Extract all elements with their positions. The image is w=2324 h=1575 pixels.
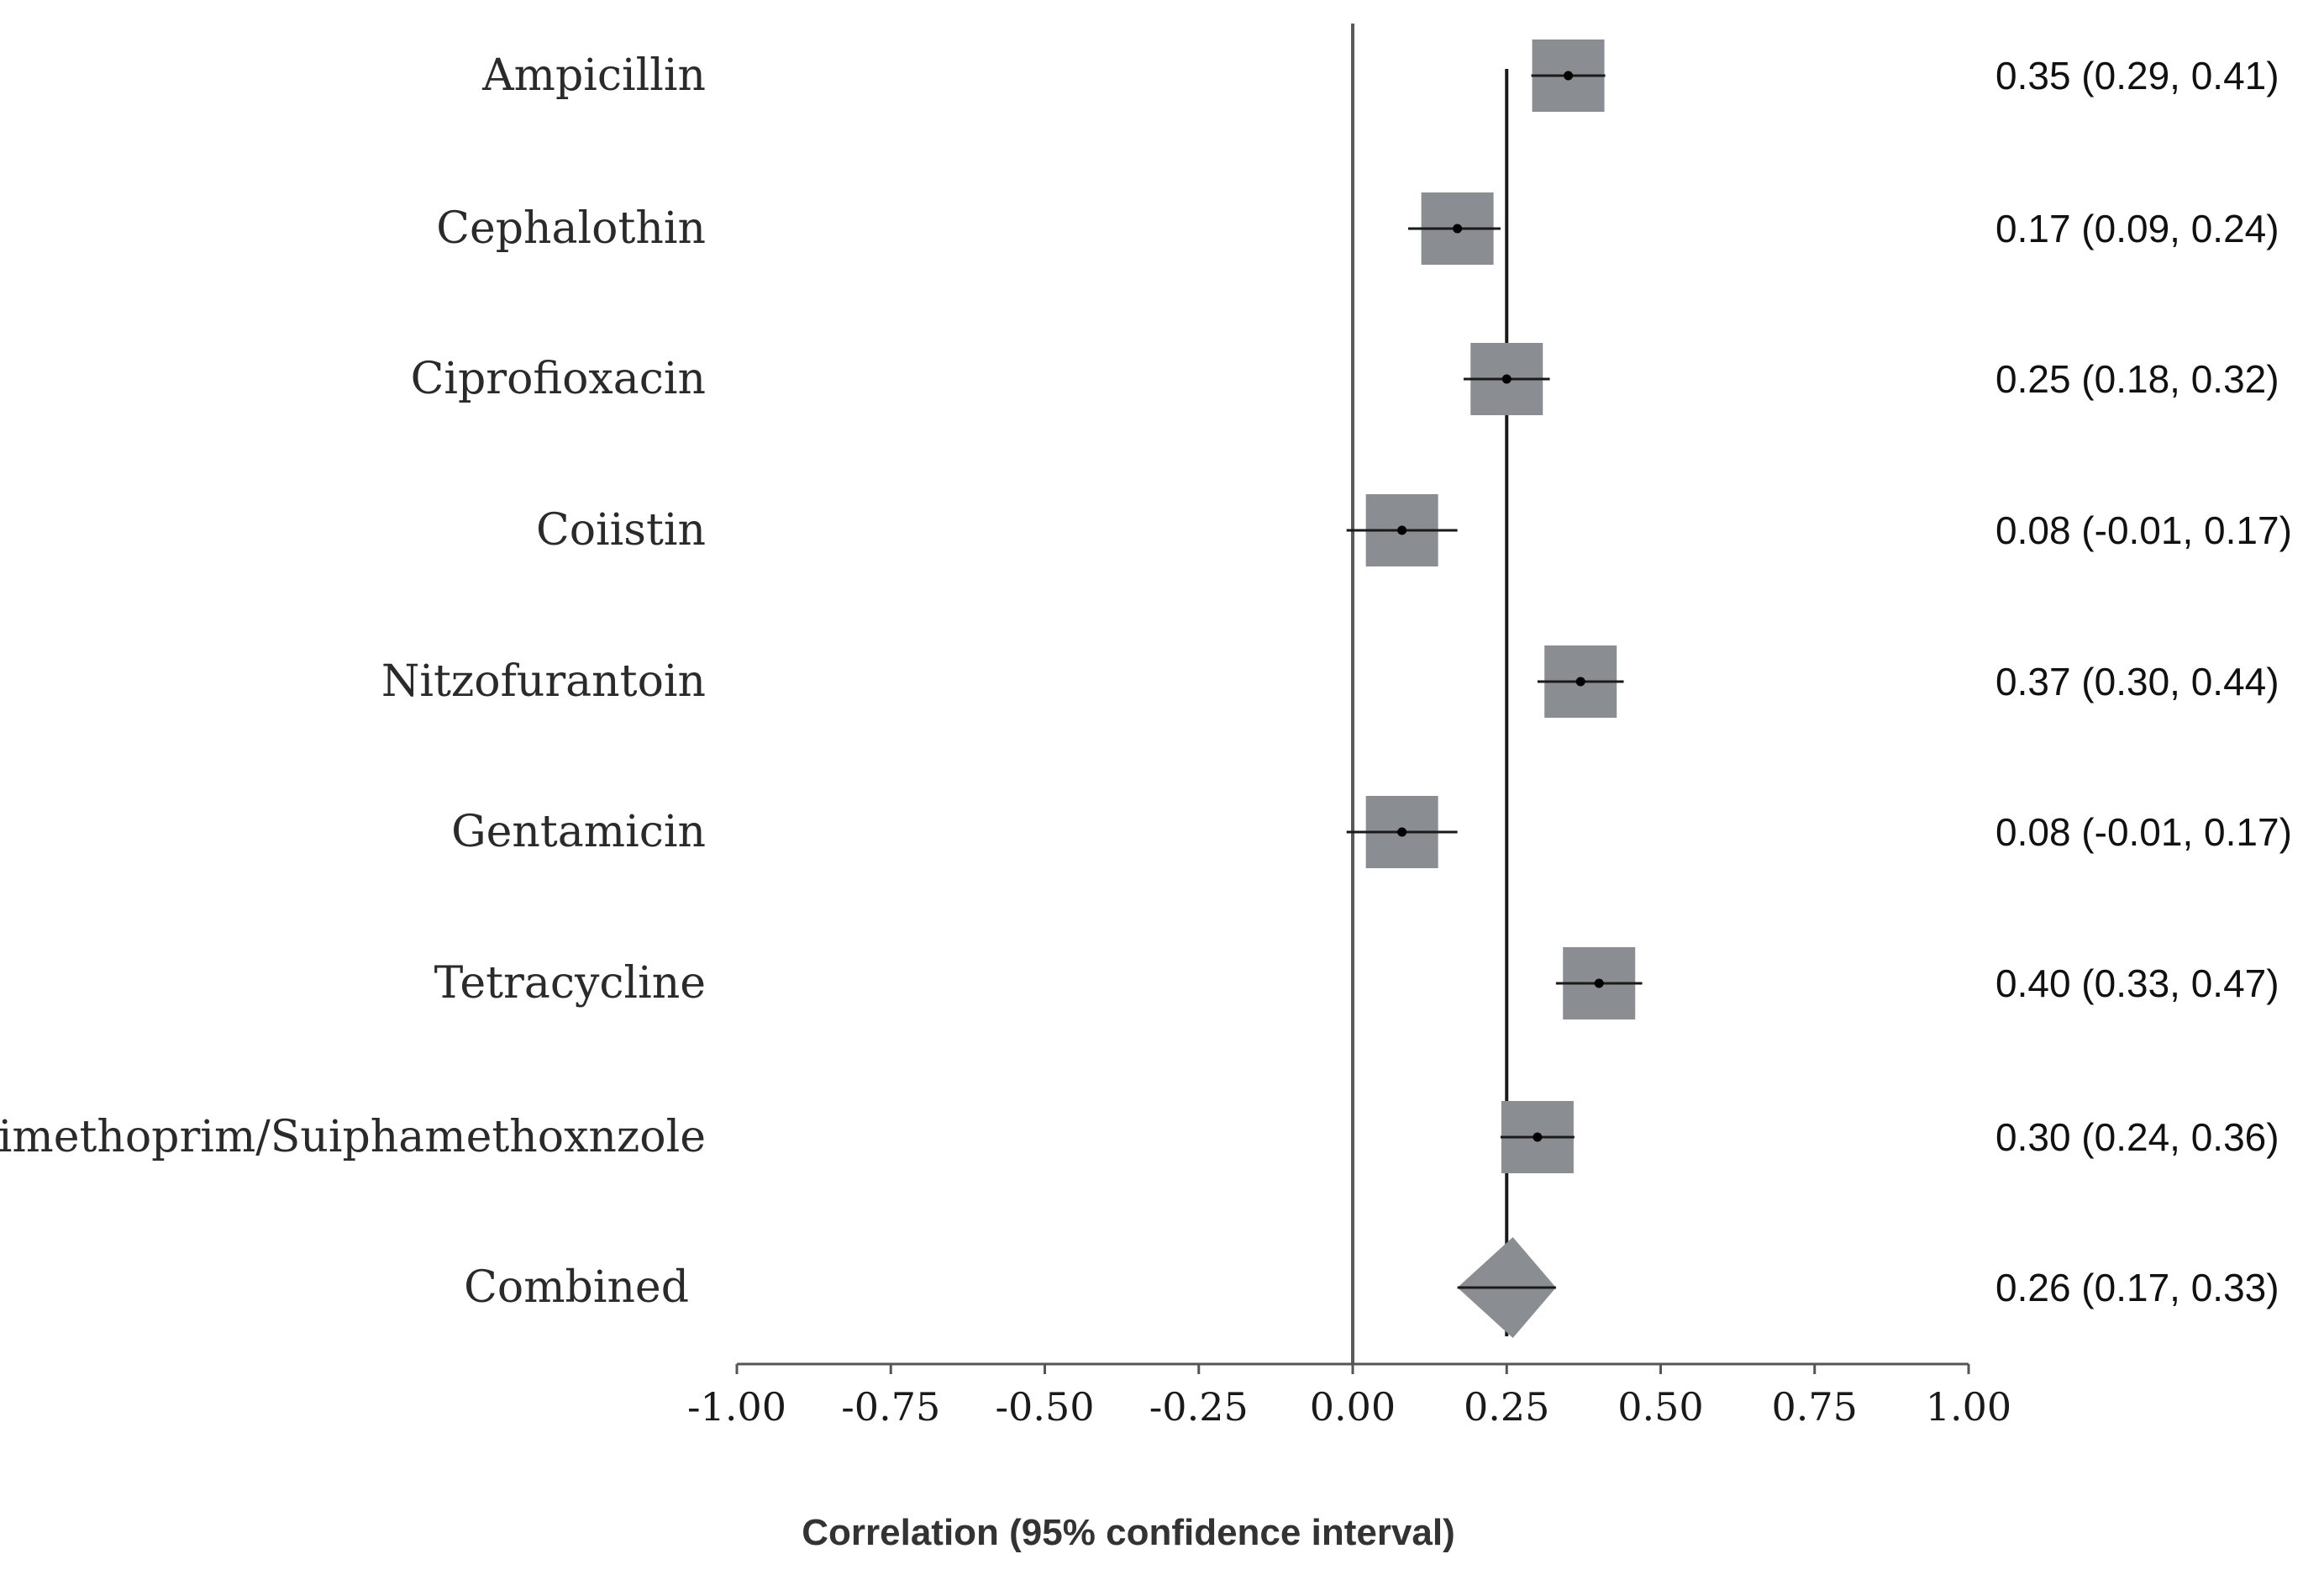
study-label: Coiistin <box>536 505 706 556</box>
point-estimate-dot <box>1594 978 1604 988</box>
study-label: Cephalothin <box>436 203 706 254</box>
combined-ci-label: 0.26 (0.17, 0.33) <box>1995 1266 2279 1309</box>
point-estimate-dot <box>1533 1132 1543 1142</box>
point-estimate-dot <box>1453 224 1463 234</box>
ci-value-label: 0.37 (0.30, 0.44) <box>1995 660 2279 703</box>
study-label: Gentamicin <box>451 807 706 857</box>
x-tick-label: -0.25 <box>1149 1384 1249 1430</box>
x-tick-label: -0.75 <box>841 1384 940 1430</box>
point-estimate-dot <box>1397 827 1407 837</box>
study-row: Tetracycline 0.40 (0.33, 0.47) <box>434 947 2279 1019</box>
x-tick-label: 0.25 <box>1464 1384 1549 1430</box>
point-estimate-dot <box>1397 525 1407 535</box>
point-estimate-dot <box>1564 71 1574 81</box>
study-label: Ciprofioxacin <box>411 354 706 404</box>
ci-value-label: 0.30 (0.24, 0.36) <box>1995 1115 2279 1159</box>
study-label: Trimethoprim/Suiphamethoxnzole <box>0 1112 706 1162</box>
study-row: Coiistin 0.08 (-0.01, 0.17) <box>536 494 2292 566</box>
x-axis-title: Correlation (95% confidence interval) <box>802 1512 1455 1553</box>
study-row: Trimethoprim/Suiphamethoxnzole 0.30 (0.24… <box>0 1101 2279 1173</box>
study-row: Gentamicin 0.08 (-0.01, 0.17) <box>451 796 2292 868</box>
study-label: Nitzofurantoin <box>381 656 706 707</box>
x-tick-label: 0.50 <box>1617 1384 1703 1430</box>
combined-row: Combined 0.26 (0.17, 0.33) <box>464 1237 2279 1338</box>
x-tick-label: 0.00 <box>1310 1384 1396 1430</box>
ci-value-label: 0.25 (0.18, 0.32) <box>1995 357 2279 401</box>
study-row: Ciprofioxacin 0.25 (0.18, 0.32) <box>411 343 2279 415</box>
ci-value-label: 0.35 (0.29, 0.41) <box>1995 54 2279 97</box>
study-row: Cephalothin 0.17 (0.09, 0.24) <box>436 192 2279 265</box>
x-tick-label: -1.00 <box>687 1384 786 1430</box>
point-estimate-dot <box>1575 677 1585 687</box>
ci-value-label: 0.08 (-0.01, 0.17) <box>1995 508 2292 552</box>
x-tick-label: 1.00 <box>1926 1384 2011 1430</box>
study-row: Nitzofurantoin 0.37 (0.30, 0.44) <box>381 645 2279 718</box>
x-tick-label: -0.50 <box>996 1384 1095 1430</box>
study-label: Combined <box>464 1262 689 1313</box>
study-row: Ampicillin 0.35 (0.29, 0.41) <box>481 40 2279 112</box>
x-tick-label: 0.75 <box>1772 1384 1858 1430</box>
point-estimate-dot <box>1501 374 1512 384</box>
study-label: Ampicillin <box>481 50 706 101</box>
ci-value-label: 0.40 (0.33, 0.47) <box>1995 961 2279 1005</box>
study-label: Tetracycline <box>434 958 706 1009</box>
ci-value-label: 0.17 (0.09, 0.24) <box>1995 207 2279 250</box>
ci-value-label: 0.08 (-0.01, 0.17) <box>1995 810 2292 854</box>
